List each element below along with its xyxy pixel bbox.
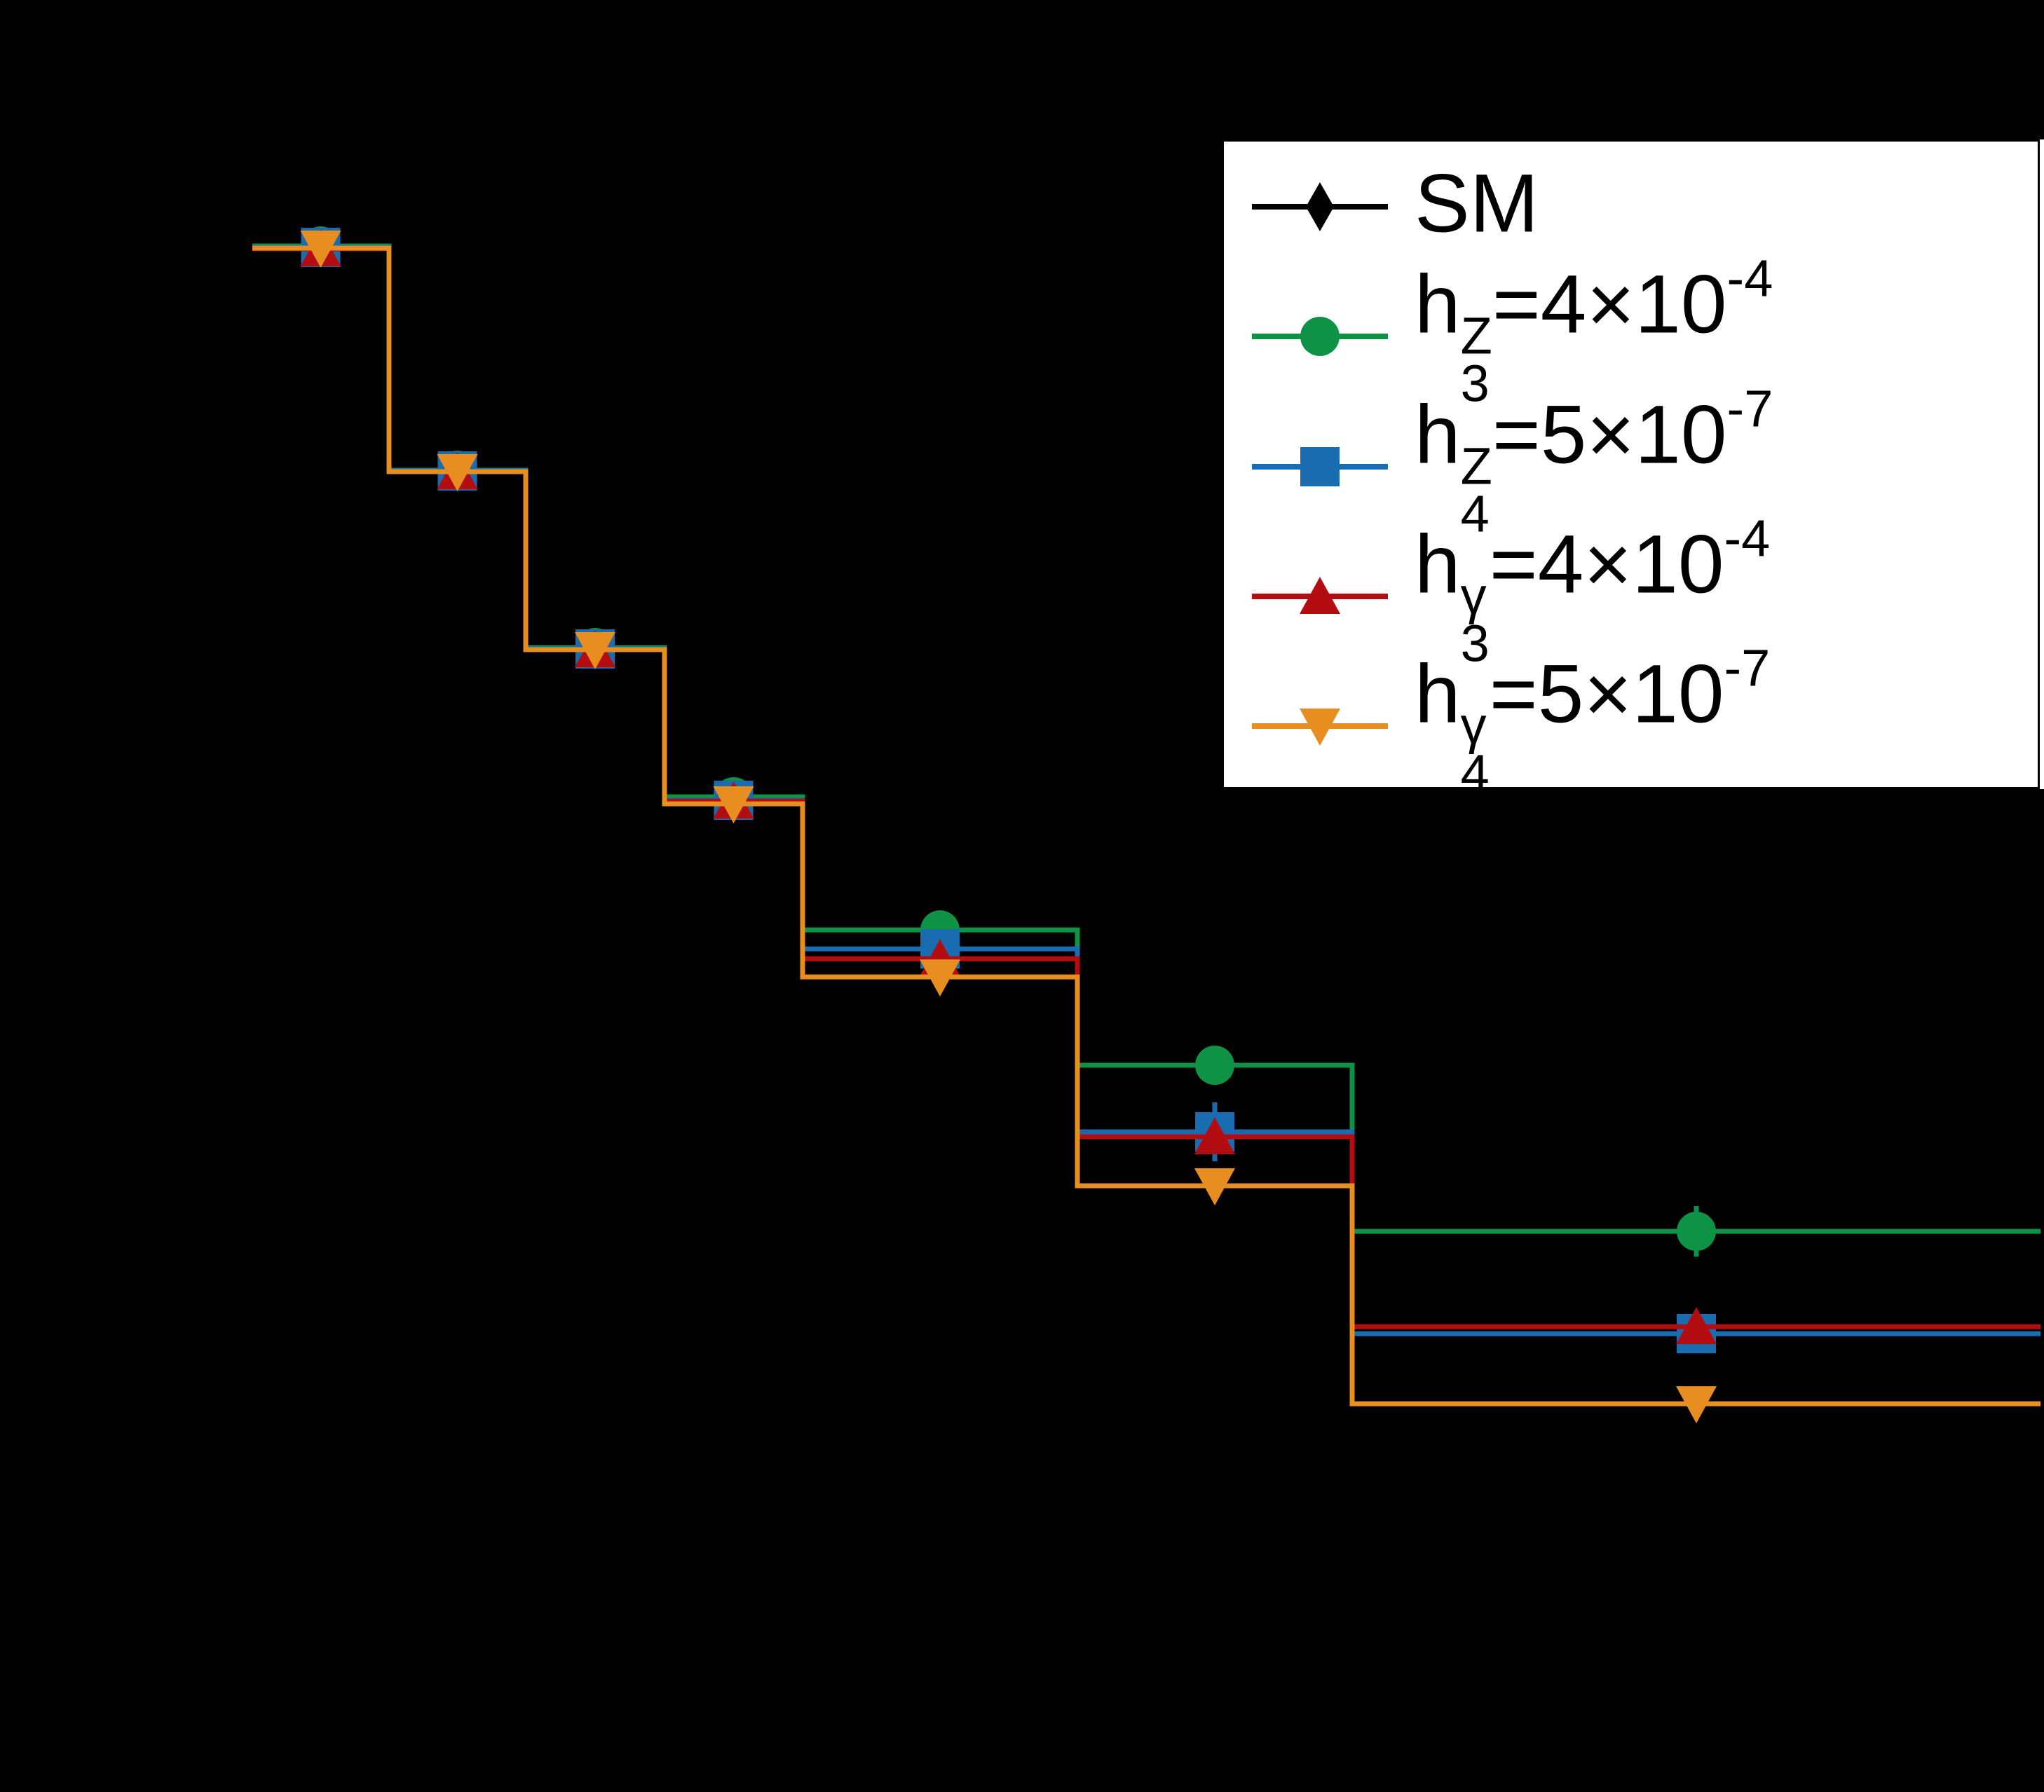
legend-label-base: h xyxy=(1415,388,1461,481)
legend-box: SM h Z 3 =4×10-4 h Z 4 =5×10-7 h γ 3 =4×10-4 h γ 4 =5×10… xyxy=(1222,139,2040,799)
legend-label-base: h xyxy=(1415,258,1461,351)
legend-label-sup: Z xyxy=(1460,306,1492,365)
triangle-down-marker xyxy=(920,959,960,997)
triangle-down-marker xyxy=(713,786,754,823)
triangle-down-marker xyxy=(575,632,615,669)
legend-label-sm: SM xyxy=(1415,162,1539,245)
legend-label-sub: 4 xyxy=(1460,484,1490,543)
circle-glyph xyxy=(1300,317,1340,357)
legend-label-sup: Z xyxy=(1460,437,1492,495)
legend-right-sliver xyxy=(2040,139,2044,789)
legend-label-exponent: -4 xyxy=(1724,509,1771,568)
square-icon xyxy=(1252,446,1388,486)
legend-label-sub: 4 xyxy=(1460,744,1490,802)
triangle-up-glyph xyxy=(1300,576,1340,614)
triangle-up-icon xyxy=(1252,576,1388,614)
legend-label-exponent: -7 xyxy=(1724,638,1771,697)
legend-label-base: SM xyxy=(1415,156,1539,249)
legend-label-value: =4×10 xyxy=(1492,258,1727,351)
diamond-glyph xyxy=(1306,182,1334,231)
legend-label-value: =5×10 xyxy=(1489,648,1724,741)
legend-label-sub: 3 xyxy=(1460,354,1490,413)
legend-label-h3z: h Z 3 =4×10-4 xyxy=(1415,252,1773,413)
triangle-down-marker xyxy=(437,454,478,491)
legend-label-value: =5×10 xyxy=(1492,388,1727,481)
triangle-up-marker xyxy=(1676,1307,1717,1344)
legend-label-h3g: h γ 3 =4×10-4 xyxy=(1415,509,1771,673)
circle-marker xyxy=(1677,1212,1716,1251)
legend-label-base: h xyxy=(1415,518,1461,611)
triangle-down-icon xyxy=(1252,709,1388,746)
circle-icon xyxy=(1252,317,1388,357)
legend-label-value: =4×10 xyxy=(1489,518,1724,611)
triangle-down-marker xyxy=(300,231,341,268)
triangle-up-marker xyxy=(1194,1117,1235,1154)
circle-marker xyxy=(1195,1046,1234,1085)
legend-label-exponent: -4 xyxy=(1726,249,1773,308)
legend-label-sup: γ xyxy=(1460,566,1487,625)
legend-label-base: h xyxy=(1415,648,1461,741)
legend-label-exponent: -7 xyxy=(1726,379,1773,438)
legend-label-h4g: h γ 4 =5×10-7 xyxy=(1415,642,1770,802)
triangle-down-marker xyxy=(1676,1386,1717,1423)
legend-label-sub: 3 xyxy=(1460,614,1490,673)
diamond-icon xyxy=(1252,182,1388,231)
triangle-down-marker xyxy=(1194,1168,1235,1205)
series-h4g=5e-7 xyxy=(252,231,2040,1423)
square-glyph xyxy=(1300,446,1340,486)
legend-label-h4z: h Z 4 =5×10-7 xyxy=(1415,383,1773,543)
legend-label-sup: γ xyxy=(1460,696,1487,755)
triangle-down-glyph xyxy=(1300,709,1340,746)
